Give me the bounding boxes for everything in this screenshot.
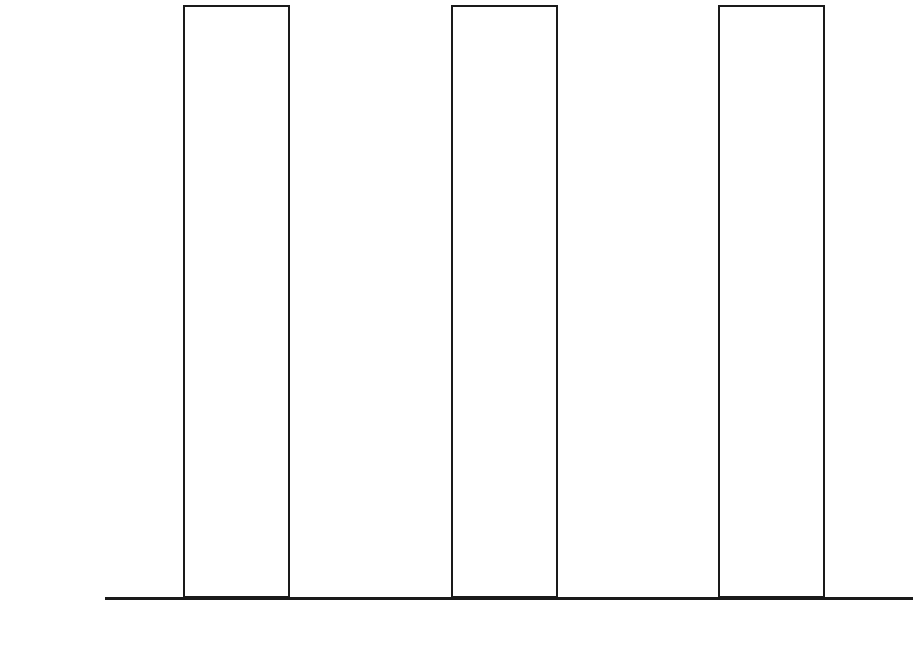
noise-total-brace-dollar-award [827, 5, 922, 155]
noise-total-brace-outrage [560, 5, 860, 155]
x-axis-line [105, 597, 913, 600]
bar-punitive-intent [183, 5, 290, 598]
bar-dollar-award [718, 5, 825, 598]
noise-total-brace-punitive-intent [292, 5, 592, 155]
bar-outrage [451, 5, 558, 598]
